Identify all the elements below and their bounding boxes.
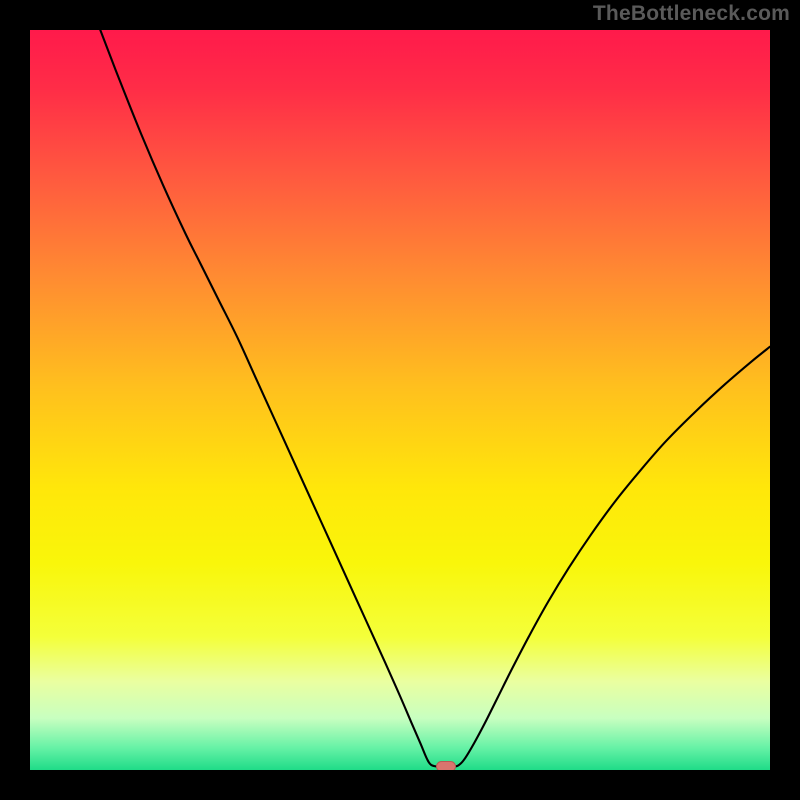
optimal-point-marker bbox=[436, 761, 456, 770]
bottleneck-curve bbox=[100, 30, 770, 767]
plot-area bbox=[30, 30, 770, 770]
chart-frame: { "attribution": { "text": "TheBottlenec… bbox=[0, 0, 800, 800]
attribution-text: TheBottleneck.com bbox=[593, 2, 790, 26]
bottleneck-curve-svg bbox=[30, 30, 770, 770]
